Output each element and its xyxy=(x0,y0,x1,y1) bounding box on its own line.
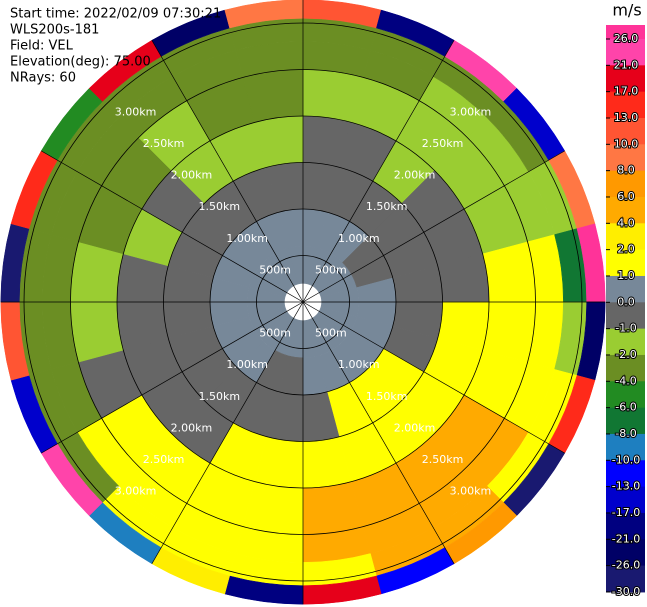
range-ring xyxy=(256,255,350,349)
colorbar-tick-label: 0.0 xyxy=(617,295,635,308)
spoke xyxy=(151,40,304,303)
ring-label: 3.00km xyxy=(450,485,492,498)
colorbar-bin xyxy=(606,65,645,93)
ring-label: 500m xyxy=(315,263,347,276)
ring-label: 2.50km xyxy=(422,453,464,466)
ring-label: 500m xyxy=(259,263,291,276)
colorbar-bin xyxy=(606,460,645,488)
ring-label: 1.50km xyxy=(366,390,408,403)
colorbar-tick-label: 10.0 xyxy=(614,137,639,150)
colorbar-bin xyxy=(606,144,645,172)
colorbar-tick-label: 13.0 xyxy=(614,111,639,124)
colorbar-tick-label: -4.0 xyxy=(615,374,636,387)
ring-label: 1.50km xyxy=(366,200,408,213)
range-ring xyxy=(116,115,490,489)
spoke xyxy=(151,301,304,564)
colorbar-bin xyxy=(606,223,645,251)
ring-label: 500m xyxy=(315,327,347,340)
ring-label: 3.00km xyxy=(115,105,157,118)
colorbar-tick-label: -30.0 xyxy=(612,585,640,598)
colorbar-tick-label: -17.0 xyxy=(612,506,640,519)
annotation: Field: VEL xyxy=(10,39,74,54)
colorbar-bin xyxy=(606,196,645,224)
colorbar-tick-label: 4.0 xyxy=(617,216,635,229)
colorbar-bin xyxy=(606,512,645,540)
colorbar-bin xyxy=(606,433,645,461)
range-ring xyxy=(163,162,443,442)
ring-label: 1.00km xyxy=(338,232,380,245)
ring-label: 1.00km xyxy=(226,232,268,245)
ring-label: 1.50km xyxy=(199,200,241,213)
colorbar-tick-label: 26.0 xyxy=(614,32,639,45)
colorbar-bin xyxy=(606,381,645,409)
colorbar-tick-label: -21.0 xyxy=(612,532,640,545)
ring-label: 2.00km xyxy=(171,169,213,182)
ring-label: 1.00km xyxy=(226,358,268,371)
colorbar-bin xyxy=(606,539,645,567)
annotation: Elevation(deg): 75.00 xyxy=(10,55,151,70)
range-ring xyxy=(70,69,536,535)
spoke xyxy=(302,301,455,564)
ring-label: 3.00km xyxy=(115,485,157,498)
gate xyxy=(224,0,304,29)
ring-label: 2.00km xyxy=(394,421,436,434)
colorbar-bin xyxy=(606,354,645,382)
colorbar-bin xyxy=(606,407,645,435)
spoke xyxy=(302,150,565,303)
colorbar-tick-label: -8.0 xyxy=(615,427,636,440)
colorbar-tick-label: -2.0 xyxy=(615,348,636,361)
ring-label: 2.50km xyxy=(422,137,464,150)
ring-label: 2.50km xyxy=(143,453,185,466)
spoke xyxy=(41,301,304,454)
colorbar-bin xyxy=(606,486,645,514)
ring-label: 500m xyxy=(259,327,291,340)
ring-label: 2.00km xyxy=(171,421,213,434)
annotations: Start time: 2022/02/09 07:30:21WLS200s-1… xyxy=(10,7,221,86)
range-ring xyxy=(209,208,397,396)
colorbar-bin xyxy=(606,328,645,356)
colorbar-bin xyxy=(606,565,645,593)
range-ring xyxy=(23,22,583,582)
colorbar-bin xyxy=(606,302,645,330)
spoke xyxy=(302,301,565,454)
spoke xyxy=(302,40,455,303)
ring-label: 2.50km xyxy=(143,137,185,150)
colorbar-tick-label: 6.0 xyxy=(617,190,635,203)
colorbar-tick-label: 21.0 xyxy=(614,58,639,71)
colorbar-tick-label: 17.0 xyxy=(614,85,639,98)
colorbar-bin xyxy=(606,275,645,303)
annotation: Start time: 2022/02/09 07:30:21 xyxy=(10,7,221,22)
colorbar-tick-label: -13.0 xyxy=(612,480,640,493)
colorbar-tick-label: -1.0 xyxy=(615,322,636,335)
ring-label: 2.00km xyxy=(394,169,436,182)
colorbar-tick-label: -6.0 xyxy=(615,401,636,414)
spoke xyxy=(41,150,304,303)
ring-label: 1.00km xyxy=(338,358,380,371)
colorbar-bin xyxy=(606,91,645,119)
ring-label: 3.00km xyxy=(450,105,492,118)
annotation: NRays: 60 xyxy=(10,71,76,86)
annotation: WLS200s-181 xyxy=(10,23,99,38)
colorbar-bin xyxy=(606,25,645,40)
colorbar-tick-label: 1.0 xyxy=(617,269,635,282)
colorbar-tick-label: 8.0 xyxy=(617,164,635,177)
colorbar-bin xyxy=(606,170,645,198)
colorbar-tick-label: -26.0 xyxy=(612,559,640,572)
colorbar-bin xyxy=(606,39,645,66)
colorbar-bin xyxy=(606,117,645,145)
ring-label: 1.50km xyxy=(199,390,241,403)
colorbar-tick-label: -10.0 xyxy=(612,453,640,466)
colorbar-label: m/s xyxy=(612,1,641,20)
colorbar-tick-label: 2.0 xyxy=(617,243,635,256)
colorbar-bin xyxy=(606,249,645,277)
